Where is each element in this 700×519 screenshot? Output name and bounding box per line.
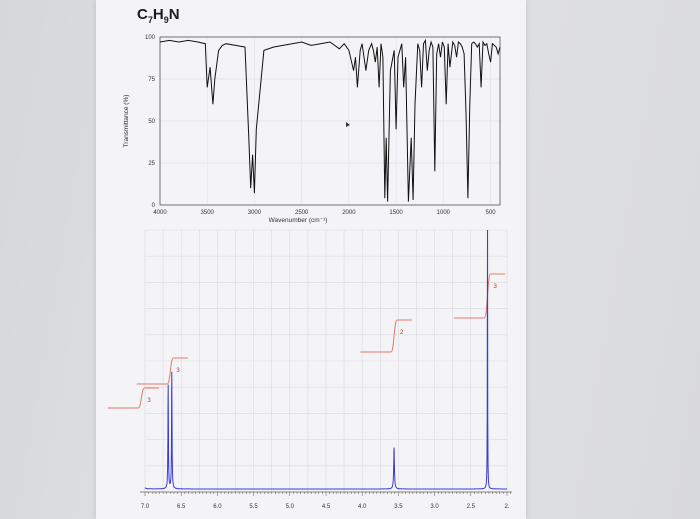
nmr-x-tick-label: 7.0 [141,504,150,510]
nmr-x-tick-label: 6.5 [177,504,186,510]
formula-n: N [168,6,180,23]
nmr-x-tick-label: 4.0 [358,504,367,510]
nmr-integral-curve [360,319,412,353]
ir-x-tick-label: 3500 [201,210,215,216]
nmr-x-tick-label: 3.0 [430,504,439,510]
formula-c: C [137,6,148,23]
ir-plot-frame [159,36,501,206]
ir-x-ticks: 4000 3500 3000 2500 2000 1500 1000 500 [153,210,496,216]
nmr-x-tick-label: 5.0 [286,504,295,510]
formula-h: H [152,6,164,23]
ir-x-tick-label: 2500 [295,210,309,216]
ir-y-ticks: 0 25 50 75 100 [145,35,156,209]
nmr-integral-curve [107,387,159,409]
nmr-integral-label: 3 [147,398,151,404]
nmr-integrals: 3 3 2 3 [107,273,506,409]
nmr-x-tick-label: 5.5 [249,504,258,510]
ir-x-tick-label: 3000 [248,210,262,216]
nmr-x-tick-label: 3.5 [394,504,403,510]
ir-y-tick-label: 0 [152,203,156,209]
ir-series-line [159,38,501,202]
formula-h-count: 9 [163,15,169,25]
ir-x-tick-label: 1000 [437,210,451,216]
ir-y-tick-label: 100 [145,35,156,41]
nmr-grid [140,229,512,493]
nmr-integral-label: 3 [493,284,497,290]
formula-c-count: 7 [147,15,153,25]
ir-x-tick-label: 500 [486,210,497,216]
nmr-integral-label: 3 [176,368,180,374]
nmr-spectrum-line [144,229,507,490]
nmr-x-ticks: 7.0 6.5 6.0 5.5 5.0 4.5 4.0 3.5 3.0 2.5 2. [141,492,511,510]
ir-x-tick-label: 2000 [342,210,356,216]
ir-x-tick-label: 1500 [389,210,403,216]
nmr-x-tick-label: 4.5 [322,504,331,510]
cursor-arrow-icon [346,122,350,127]
nmr-x-tick-label: 6.0 [213,504,222,510]
molecular-formula: C7H9N [137,6,180,25]
ir-y-tick-label: 50 [148,119,155,125]
ir-y-tick-label: 75 [148,77,155,83]
ir-x-tick-label: 4000 [153,210,167,216]
ir-y-tick-label: 25 [148,161,155,167]
nmr-integral-label: 2 [400,330,404,336]
ir-x-axis-label: Wavenumber (cm⁻¹) [269,217,328,224]
nmr-x-tick-label: 2.5 [467,504,476,510]
nmr-integral-curve [136,357,188,385]
nmr-x-tick-label: 2. [504,504,509,510]
nmr-integral-curve [453,273,506,319]
ir-y-axis-label: Transmittance (%) [123,95,130,148]
